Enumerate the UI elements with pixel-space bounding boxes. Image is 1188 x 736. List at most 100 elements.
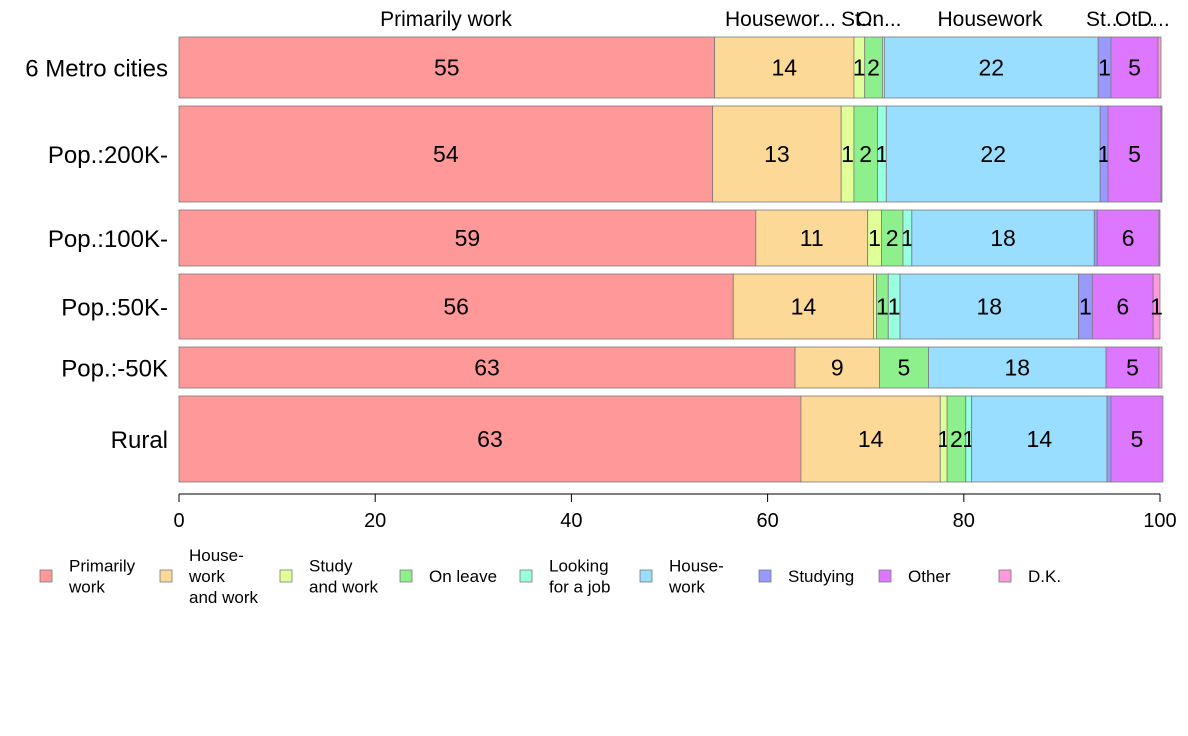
bar-pop-50k-house-work-and-work: [794, 346, 880, 389]
row-labels: 6 Metro cities Pop.:200K- Pop.:100K- Pop.:5…: [25, 56, 168, 455]
legend-item-studying: Studying: [758, 567, 854, 586]
category-label-pop-50k: Pop.:50K-: [61, 295, 168, 322]
legend-item-study-and-work: Study and work: [279, 557, 378, 597]
data-label-pop-50k-other: 6: [1116, 294, 1129, 320]
x-tick-label-60: 60: [756, 510, 778, 532]
data-label-pop-200k-house-work: 22: [980, 141, 1006, 167]
top-label-7: D...: [1137, 8, 1170, 31]
bar-pop-100k-primarily-work: [178, 209, 757, 267]
bar-rural-other: [1110, 395, 1164, 483]
bar-pop-50k-d-k: [1152, 273, 1161, 340]
legend-item-d-k: D.K.: [998, 567, 1061, 586]
top-label-2: St...: [841, 8, 878, 31]
category-label-pop-50k: Pop.:-50K: [61, 356, 168, 383]
data-label-pop-200k-primarily-work: 54: [433, 141, 459, 167]
data-label-pop-200k-study-and-work: 1: [841, 141, 854, 167]
data-label-pop-100k-looking-for-a-job: 1: [901, 225, 914, 251]
bar-6-metro-cities-primarily-work: [178, 36, 716, 99]
legend-item-looking-for-a-job: Looking for a job: [519, 557, 610, 597]
legend-label-studying: Studying: [788, 567, 854, 586]
legend-item-primarily-work: Primarily work: [39, 557, 136, 597]
data-label-pop-50k-house-work-and-work: 9: [831, 355, 844, 381]
data-label-pop-50k-studying: 1: [1079, 294, 1092, 320]
data-label-pop-50k-primarily-work: 56: [443, 294, 469, 320]
data-label-rural-house-work: 14: [1027, 426, 1053, 452]
category-label-6-metro-cities: 6 Metro cities: [25, 56, 168, 83]
bar-pop-100k-d-k: [1158, 209, 1161, 267]
data-label-pop-50k-other: 5: [1126, 355, 1139, 381]
legend: Primarily work House-work and work Study and …: [39, 546, 1061, 607]
bar-pop-200k-primarily-work: [178, 105, 714, 203]
data-label-6-metro-cities-primarily-work: 55: [434, 55, 460, 81]
legend-label-house-work: House-work: [668, 557, 724, 597]
data-label-pop-50k-on-leave: 5: [898, 355, 911, 381]
legend-swatch-house-work: [639, 569, 653, 583]
data-label-pop-50k-primarily-work: 63: [474, 355, 500, 381]
bar-pop-200k-other: [1107, 105, 1162, 203]
x-axis: 0 20 40 60 80 100: [173, 493, 1177, 532]
bar-pop-200k-d-k: [1160, 105, 1163, 203]
legend-label-study-and-work: Study and work: [309, 557, 378, 597]
data-label-pop-200k-looking-for-a-job: 1: [875, 141, 888, 167]
legend-label-on-leave: On leave: [429, 567, 497, 586]
legend-item-house-work: House-work: [639, 557, 724, 597]
data-label-rural-house-work-and-work: 14: [858, 426, 884, 452]
legend-swatch-looking-for-a-job: [519, 569, 533, 583]
data-label-pop-50k-house-work: 18: [1004, 355, 1030, 381]
data-label-pop-200k-studying: 1: [1098, 141, 1111, 167]
category-label-pop-100k: Pop.:100K-: [48, 226, 168, 253]
data-label-pop-50k-house-work: 18: [977, 294, 1003, 320]
bar-pop-200k-house-work: [885, 105, 1101, 203]
data-label-pop-100k-primarily-work: 59: [455, 225, 481, 251]
data-label-pop-200k-other: 5: [1128, 141, 1141, 167]
data-label-6-metro-cities-studying: 1: [1098, 55, 1111, 81]
x-tick-label-80: 80: [953, 510, 975, 532]
data-label-rural-other: 5: [1131, 426, 1144, 452]
x-tick-label-0: 0: [173, 510, 184, 532]
data-label-pop-50k-d-k: 1: [1150, 294, 1163, 320]
x-tick-label-40: 40: [560, 510, 582, 532]
bar-rural-house-work: [971, 395, 1108, 483]
bar-pop-100k-studying: [1093, 209, 1098, 267]
data-label-pop-100k-house-work: 18: [990, 225, 1016, 251]
legend-label-d-k: D.K.: [1028, 567, 1061, 586]
bar-pop-50k-primarily-work: [178, 346, 796, 389]
data-label-pop-100k-study-and-work: 1: [868, 225, 881, 251]
legend-item-house-work-and-work: House-work and work: [159, 546, 258, 607]
bar-pop-50k-house-work: [928, 346, 1107, 389]
data-label-pop-100k-on-leave: 2: [886, 225, 899, 251]
legend-label-primarily-work: Primarily work: [68, 557, 136, 597]
legend-item-on-leave: On leave: [399, 567, 497, 586]
bar-6-metro-cities-other: [1110, 36, 1159, 99]
top-labels: Primarily work Housewor... St...On... House…: [380, 8, 1170, 31]
x-tick-label-100: 100: [1143, 510, 1176, 532]
data-label-pop-100k-house-work-and-work: 11: [800, 225, 824, 251]
x-tick-label-20: 20: [364, 510, 386, 532]
data-label-rural-primarily-work: 63: [477, 426, 503, 452]
data-label-6-metro-cities-house-work-and-work: 14: [771, 55, 797, 81]
legend-swatch-other: [878, 569, 892, 583]
bar-pop-200k-house-work-and-work: [712, 105, 842, 203]
legend-swatch-on-leave: [399, 569, 413, 583]
bar-6-metro-cities-house-work: [883, 36, 1099, 99]
legend-swatch-d-k: [998, 569, 1012, 583]
bar-6-metro-cities-house-work-and-work: [714, 36, 855, 99]
data-label-pop-200k-on-leave: 2: [859, 141, 872, 167]
bars: 55 14 1 2 22 1 554 13 1 2 1 22 1 559 11 1 2 1 18 656 14 11 18 1…: [178, 36, 1164, 483]
data-label-rural-on-leave: 2: [950, 426, 963, 452]
top-label-1: Housewor...: [725, 8, 836, 31]
legend-swatch-study-and-work: [279, 569, 293, 583]
bar-rural-studying: [1106, 395, 1112, 483]
category-label-pop-200k: Pop.:200K-: [48, 142, 168, 169]
top-label-3: On...: [856, 8, 902, 31]
legend-label-other: Other: [908, 567, 951, 586]
legend-label-looking-for-a-job: Looking for a job: [549, 557, 610, 597]
data-label-pop-200k-house-work-and-work: 13: [764, 141, 790, 167]
category-label-rural: Rural: [111, 427, 168, 454]
bar-6-metro-cities-d-k: [1157, 36, 1162, 99]
top-label-5: St...: [1086, 8, 1123, 31]
top-label-6: Ot...: [1115, 8, 1155, 31]
legend-swatch-house-work-and-work: [159, 569, 173, 583]
bar-rural-house-work-and-work: [800, 395, 941, 483]
